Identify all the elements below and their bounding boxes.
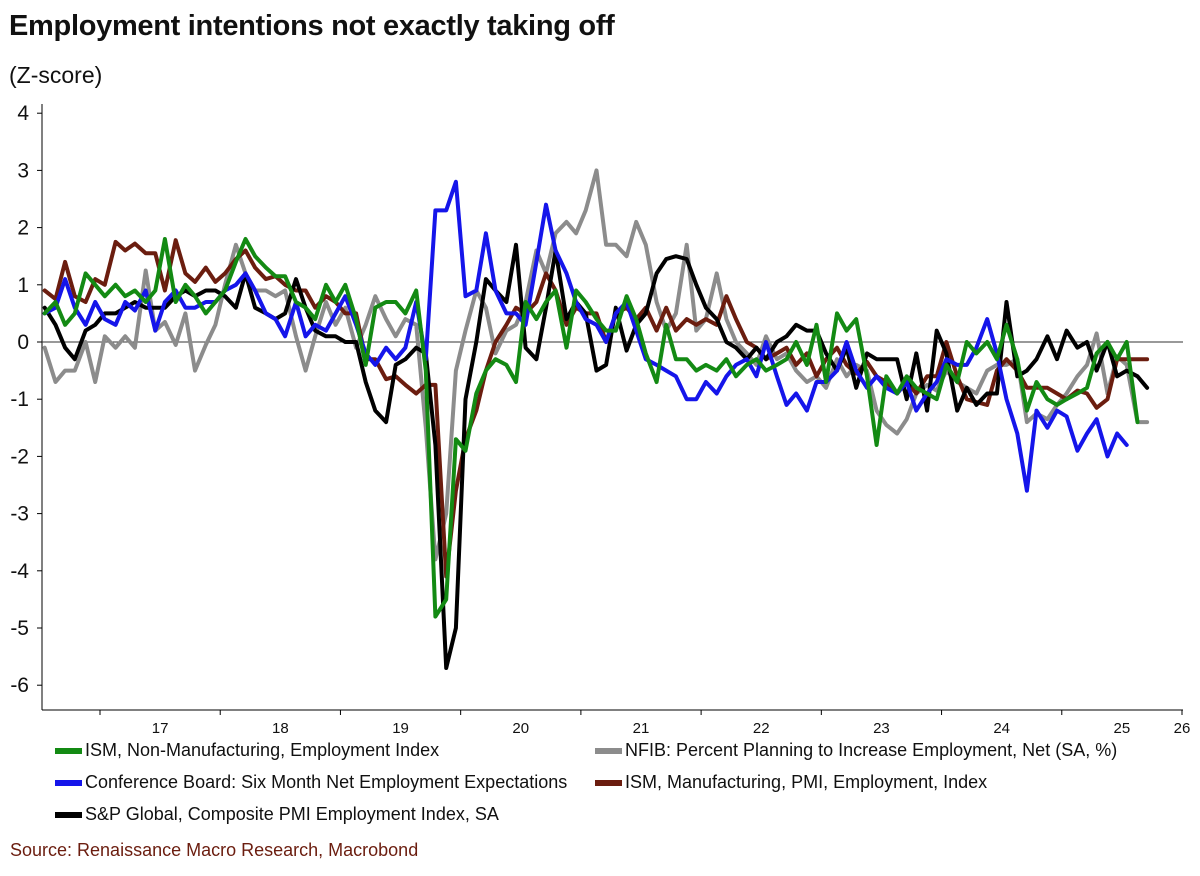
legend-swatch — [55, 747, 82, 754]
y-tick-label: 3 — [17, 159, 29, 182]
y-tick-label: -1 — [10, 388, 29, 411]
x-tick-label: 25 — [1114, 720, 1131, 737]
legend-label: ISM, Non-Manufacturing, Employment Index — [85, 740, 440, 760]
x-tick-label: 24 — [993, 720, 1010, 737]
x-tick-label: 22 — [753, 720, 770, 737]
legend-swatch — [55, 779, 82, 786]
legend-item-nfib: NFIB: Percent Planning to Increase Emplo… — [595, 740, 1117, 761]
legend-item-ism-manufacturing: ISM, Manufacturing, PMI, Employment, Ind… — [595, 772, 987, 793]
legend-swatch — [55, 811, 82, 818]
x-tick-label: 19 — [392, 720, 409, 737]
legend-swatch — [595, 779, 622, 786]
x-tick-label: 17 — [152, 720, 169, 737]
y-tick-label: 1 — [17, 274, 29, 297]
x-tick-label: 26 — [1174, 720, 1191, 737]
y-tick-label: -5 — [10, 617, 29, 640]
legend-item-sp-global: S&P Global, Composite PMI Employment Ind… — [55, 804, 499, 825]
y-tick-label: -6 — [10, 674, 29, 697]
y-tick-label: 4 — [17, 102, 29, 125]
series-line-conf_board — [42, 179, 1129, 493]
series-line-sp_global — [42, 242, 1150, 670]
y-tick-label: -4 — [10, 560, 29, 583]
x-tick-label: 20 — [512, 720, 529, 737]
legend-label: S&P Global, Composite PMI Employment Ind… — [85, 804, 499, 824]
legend-item-ism-non-manufacturing: ISM, Non-Manufacturing, Employment Index — [55, 740, 439, 761]
x-tick-label: 23 — [873, 720, 890, 737]
legend-swatch — [595, 747, 622, 754]
series-line-ism_nonmfg — [42, 237, 1140, 619]
x-tick-label: 18 — [272, 720, 289, 737]
x-tick-label: 21 — [633, 720, 650, 737]
y-tick-label: -3 — [10, 503, 29, 526]
chart-subtitle: (Z-score) — [9, 62, 103, 88]
legend-item-conference-board: Conference Board: Six Month Net Employme… — [55, 772, 567, 793]
legend: ISM, Non-Manufacturing, Employment Index… — [47, 740, 1197, 830]
legend-label: Conference Board: Six Month Net Employme… — [85, 772, 568, 792]
y-tick-label: -2 — [10, 445, 29, 468]
y-tick-label: 2 — [17, 217, 29, 240]
y-tick-label: 0 — [17, 331, 29, 354]
source-note: Source: Renaissance Macro Research, Macr… — [10, 840, 419, 860]
legend-label: NFIB: Percent Planning to Increase Emplo… — [625, 740, 1118, 760]
chart-title: Employment intentions not exactly taking… — [9, 10, 615, 42]
legend-label: ISM, Manufacturing, PMI, Employment, Ind… — [625, 772, 988, 792]
